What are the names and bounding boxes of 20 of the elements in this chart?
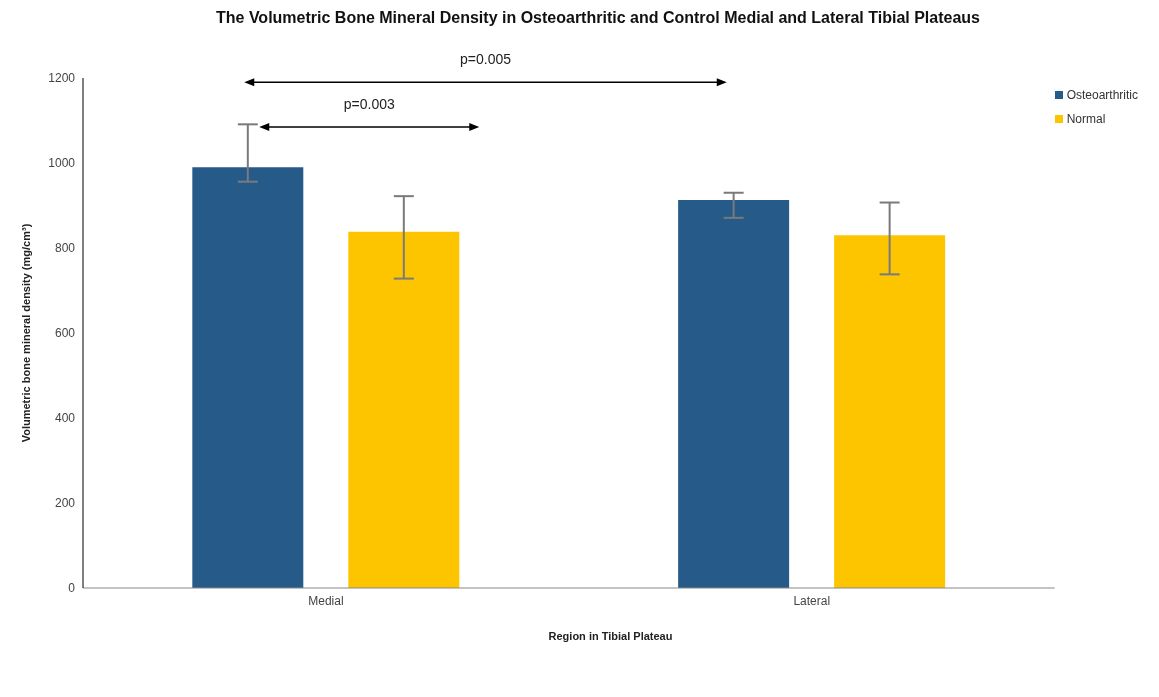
chart-title: The Volumetric Bone Mineral Density in Osteoarthritic and Control Medial and Lateral Tibial Plateaus	[215, 8, 981, 28]
y-tick-label: 200	[54, 496, 76, 511]
legend-label: Osteoarthritic	[1066, 87, 1138, 104]
bar	[192, 167, 304, 588]
bar	[678, 199, 790, 588]
x-tick-label: Medial	[308, 593, 344, 608]
y-tick-label: 0	[68, 581, 76, 596]
y-tick-label: 800	[54, 241, 76, 256]
x-axis-title: Region in Tibial Plateau	[548, 630, 673, 642]
y-tick-label: 600	[54, 326, 76, 341]
bar	[348, 231, 460, 588]
bar	[834, 235, 946, 588]
legend-label: Normal	[1066, 111, 1106, 128]
y-tick-label: 1000	[48, 156, 76, 171]
text: p=0.005	[460, 51, 512, 68]
y-tick-label: 1200	[48, 71, 76, 86]
annotation: p=0.003	[343, 95, 395, 112]
y-axis-title: Volumetric bone mineral density (mg/cm³)	[20, 223, 32, 443]
x-tick-label: Lateral	[793, 593, 831, 608]
y-tick-label: 400	[54, 411, 76, 426]
